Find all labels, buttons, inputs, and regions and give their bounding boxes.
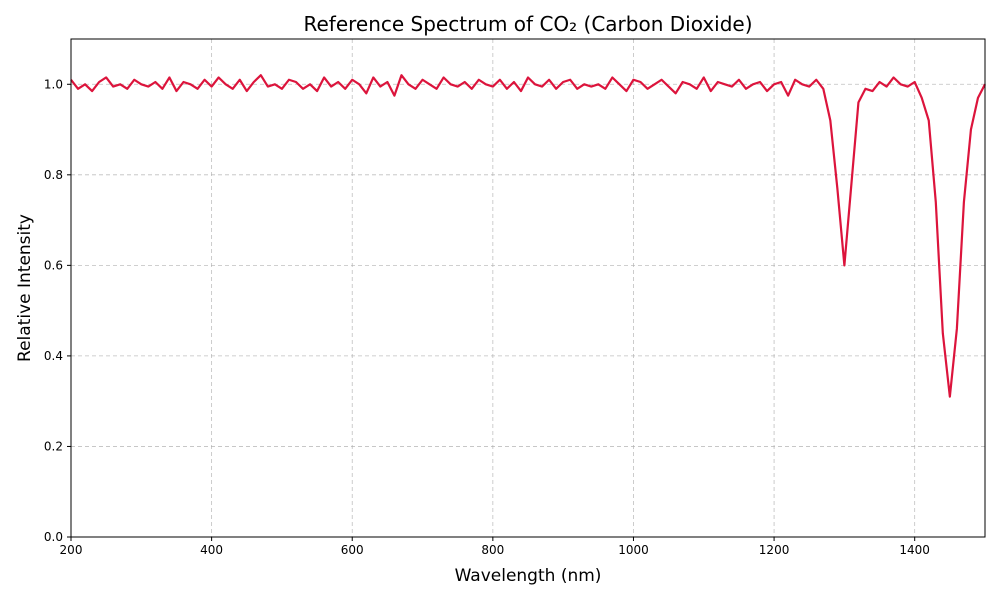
y-tick-label: 0.6 bbox=[44, 258, 63, 272]
y-tick-label: 0.4 bbox=[44, 349, 63, 363]
spectrum-line bbox=[70, 74, 986, 398]
x-tick-label: 200 bbox=[60, 543, 83, 557]
y-tick-label: 0.8 bbox=[44, 168, 63, 182]
x-axis-label: Wavelength (nm) bbox=[455, 566, 602, 586]
y-tick-label: 0.2 bbox=[44, 439, 63, 453]
x-tick-label: 1000 bbox=[618, 543, 649, 557]
x-tick-label: 1400 bbox=[899, 543, 930, 557]
chart-title: Reference Spectrum of CO₂ (Carbon Dioxid… bbox=[303, 12, 752, 36]
plot-frame bbox=[70, 38, 986, 538]
x-tick-label: 600 bbox=[341, 543, 364, 557]
y-tick-label: 1.0 bbox=[44, 77, 63, 91]
y-axis-label: Relative Intensity bbox=[15, 214, 35, 362]
y-tick-label: 0.0 bbox=[44, 530, 63, 544]
x-tick-label: 1200 bbox=[759, 543, 790, 557]
x-tick-label: 400 bbox=[200, 543, 223, 557]
x-tick-label: 800 bbox=[481, 543, 504, 557]
